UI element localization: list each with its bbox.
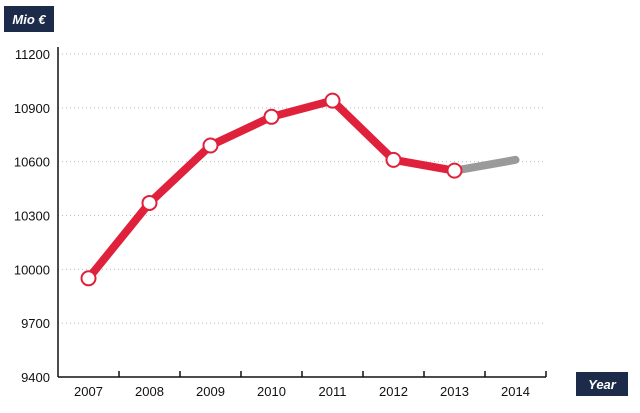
x-tick-label: 2010 xyxy=(257,384,286,399)
y-tick-label: 10300 xyxy=(14,209,50,224)
x-tick-label: 2013 xyxy=(440,384,469,399)
x-axis-title: Year xyxy=(588,377,617,392)
x-axis-title-badge: Year xyxy=(576,372,628,396)
data-point-2007 xyxy=(80,270,97,287)
x-tick-label: 2007 xyxy=(74,384,103,399)
axes xyxy=(57,47,547,378)
series-lines xyxy=(84,96,520,283)
y-tick-labels: 11200 10900 10600 10300 10000 9700 9400 xyxy=(14,47,50,385)
data-point-2011 xyxy=(324,92,341,109)
y-tick-label: 10000 xyxy=(14,262,50,277)
x-tick-label: 2014 xyxy=(501,384,530,399)
data-point-2009 xyxy=(202,137,219,154)
series-line-actual xyxy=(84,96,459,283)
data-points xyxy=(80,92,463,287)
y-tick-label: 9400 xyxy=(21,370,50,385)
x-tick-label: 2009 xyxy=(196,384,225,399)
x-tick-label: 2008 xyxy=(135,384,164,399)
y-axis-title: Mio € xyxy=(12,12,46,27)
x-tick-label: 2011 xyxy=(319,384,347,399)
y-tick-label: 10900 xyxy=(14,101,50,116)
y-axis-title-badge: Mio € xyxy=(4,6,54,32)
x-axis-title-background xyxy=(576,372,628,396)
x-tick-label: 2012 xyxy=(379,384,408,399)
data-point-2010 xyxy=(263,108,280,125)
x-tick-labels: 2007 2008 2009 2010 2011 2012 2013 2014 xyxy=(74,384,530,399)
y-tick-label: 9700 xyxy=(21,316,50,331)
y-axis-title-background xyxy=(4,6,54,32)
series-line-forecast xyxy=(450,155,520,175)
data-point-2012 xyxy=(385,151,402,168)
y-tick-label: 10600 xyxy=(14,155,50,170)
data-point-2008 xyxy=(141,194,158,211)
grid-lines xyxy=(58,53,546,324)
data-point-2013 xyxy=(446,162,463,179)
y-tick-label: 11200 xyxy=(15,47,50,62)
